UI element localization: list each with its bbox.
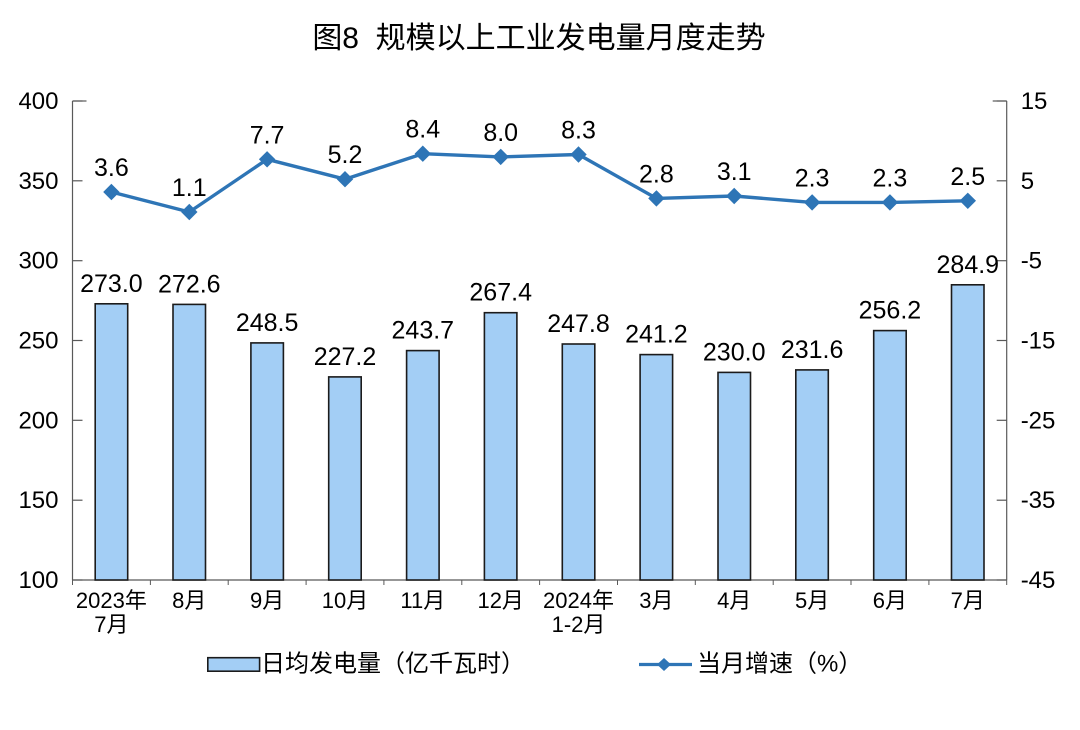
- svg-text:6月: 6月: [873, 588, 907, 613]
- svg-text:7月: 7月: [951, 588, 985, 613]
- svg-text:-25: -25: [1021, 407, 1056, 434]
- svg-text:267.4: 267.4: [469, 279, 532, 307]
- svg-text:日均发电量（亿千瓦时）: 日均发电量（亿千瓦时）: [261, 651, 525, 678]
- svg-text:2.3: 2.3: [873, 164, 908, 192]
- svg-text:7.7: 7.7: [250, 121, 285, 149]
- svg-text:5.2: 5.2: [328, 141, 363, 169]
- svg-text:2024年: 2024年: [543, 588, 614, 613]
- svg-text:7月: 7月: [94, 612, 128, 637]
- svg-text:230.0: 230.0: [703, 338, 766, 366]
- svg-text:284.9: 284.9: [937, 251, 1000, 279]
- svg-text:-45: -45: [1021, 567, 1056, 594]
- svg-text:2.8: 2.8: [639, 160, 674, 188]
- svg-text:8月: 8月: [172, 588, 206, 613]
- svg-text:图8 规模以上工业发电量月度走势: 图8 规模以上工业发电量月度走势: [312, 22, 765, 55]
- svg-text:247.8: 247.8: [547, 310, 610, 338]
- svg-text:9月: 9月: [250, 588, 284, 613]
- svg-text:3.1: 3.1: [717, 158, 752, 186]
- svg-text:250: 250: [18, 328, 58, 355]
- svg-text:11月: 11月: [400, 588, 445, 613]
- svg-text:400: 400: [18, 88, 58, 115]
- svg-text:5: 5: [1021, 168, 1034, 195]
- svg-text:100: 100: [18, 567, 58, 594]
- svg-text:227.2: 227.2: [314, 343, 377, 371]
- svg-text:15: 15: [1021, 88, 1048, 115]
- svg-text:当月增速（%）: 当月增速（%）: [697, 651, 862, 678]
- svg-text:-15: -15: [1021, 328, 1056, 355]
- svg-text:8.0: 8.0: [483, 119, 518, 147]
- svg-text:272.6: 272.6: [158, 270, 221, 298]
- svg-text:3.6: 3.6: [94, 154, 129, 182]
- svg-text:12月: 12月: [477, 588, 523, 613]
- svg-text:2023年: 2023年: [76, 588, 147, 613]
- svg-text:273.0: 273.0: [80, 270, 143, 298]
- svg-text:-35: -35: [1021, 487, 1056, 514]
- svg-text:2.5: 2.5: [950, 163, 985, 191]
- svg-text:5月: 5月: [795, 588, 829, 613]
- svg-text:8.3: 8.3: [561, 117, 596, 145]
- svg-text:241.2: 241.2: [625, 321, 688, 349]
- svg-text:4月: 4月: [717, 588, 751, 613]
- svg-text:-5: -5: [1021, 248, 1042, 275]
- svg-text:300: 300: [18, 248, 58, 275]
- svg-text:231.6: 231.6: [781, 336, 844, 364]
- svg-text:200: 200: [18, 407, 58, 434]
- svg-text:248.5: 248.5: [236, 309, 299, 337]
- svg-text:8.4: 8.4: [405, 116, 440, 144]
- svg-text:3月: 3月: [639, 588, 673, 613]
- svg-text:350: 350: [18, 168, 58, 195]
- svg-text:10月: 10月: [322, 588, 368, 613]
- svg-text:2.3: 2.3: [795, 164, 830, 192]
- svg-text:1-2月: 1-2月: [552, 612, 606, 637]
- svg-text:150: 150: [18, 487, 58, 514]
- svg-text:243.7: 243.7: [392, 317, 455, 345]
- svg-text:256.2: 256.2: [859, 297, 922, 325]
- svg-text:1.1: 1.1: [172, 174, 207, 202]
